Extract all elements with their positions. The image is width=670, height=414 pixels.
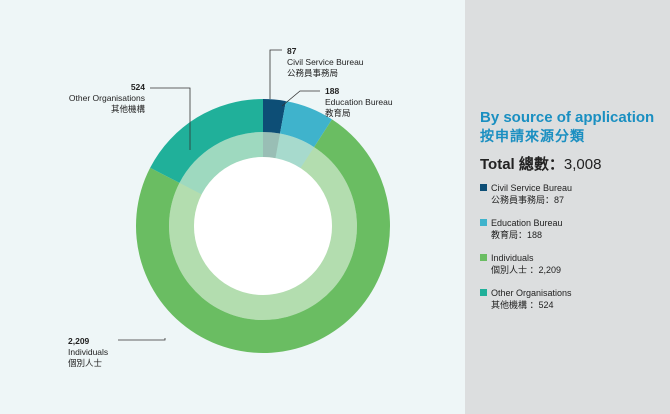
legend-label-en: Other Organisations <box>491 288 572 298</box>
leader-line-other-organisations <box>118 338 166 341</box>
total-line: Total 總數：3,008 <box>480 156 665 174</box>
legend-item-education: Education Bureau 教育局：188 <box>480 217 665 241</box>
chart-title-zh: 按申請來源分類 <box>480 128 585 144</box>
total-value: 3,008 <box>563 156 602 173</box>
callout-value: 524 <box>130 82 145 92</box>
legend-swatch <box>480 184 487 191</box>
callout-label-en: Education Bureau <box>325 97 393 107</box>
legend-swatch <box>480 289 487 296</box>
callout-education: 188 Education Bureau 教育局 <box>325 86 393 119</box>
callout-individuals: 2,209 Individuals 個別人士 <box>68 336 108 369</box>
slice-other-organisations <box>150 99 263 183</box>
legend-label-zh: 個別人士 ：2,209 <box>491 265 562 275</box>
callout-label-zh: 其他機構 <box>110 104 145 114</box>
legend-swatch <box>480 254 487 261</box>
callout-label-en: Other Organisations <box>68 93 145 103</box>
callout-label-zh: 公務員事務局 <box>287 68 339 78</box>
legend-block: By source of application 按申請來源分類 Total 總… <box>480 108 665 322</box>
callout-label-zh: 個別人士 <box>68 358 103 368</box>
callout-other-organisations: 524 Other Organisations 其他機構 <box>40 82 145 115</box>
total-label: Total 總數： <box>480 156 564 173</box>
legend-panel <box>465 0 670 414</box>
slice-inner-individuals <box>169 147 357 320</box>
callout-civil-service: 87 Civil Service Bureau 公務員事務局 <box>287 46 364 79</box>
donut-hole <box>194 157 332 295</box>
legend-item-other-organisations: Other Organisations 其他機構 ：524 <box>480 287 665 311</box>
callout-label-en: Civil Service Bureau <box>287 57 364 67</box>
callout-value: 2,209 <box>68 336 90 346</box>
leader-line-education <box>281 90 320 107</box>
legend-item-civil-service: Civil Service Bureau 公務員事務局：87 <box>480 182 665 206</box>
legend-label-en: Civil Service Bureau <box>491 183 573 193</box>
callout-value: 188 <box>325 86 340 96</box>
donut-chart <box>118 49 390 353</box>
slice-inner-civil-service <box>263 132 280 159</box>
legend-label-en: Education Bureau <box>491 218 563 228</box>
leader-line-individuals <box>150 87 191 150</box>
slice-education <box>279 101 333 148</box>
leader-line-civil-service <box>269 49 282 99</box>
chart-panel: 87 Civil Service Bureau 公務員事務局 188 Educa… <box>0 0 465 414</box>
callout-label-en: Individuals <box>68 347 109 357</box>
legend-label-zh: 公務員事務局：87 <box>491 195 565 205</box>
chart-title: By source of application <box>480 109 655 126</box>
legend-label-zh: 其他機構 ：524 <box>491 300 554 310</box>
slice-inner-education <box>275 133 315 169</box>
legend: Civil Service Bureau 公務員事務局：87 Education… <box>480 182 665 311</box>
legend-label-en: Individuals <box>491 253 534 263</box>
legend-item-individuals: Individuals 個別人士 ：2,209 <box>480 252 665 276</box>
slice-inner-other-organisations <box>179 132 263 195</box>
slice-civil-service <box>263 99 286 134</box>
callout-label-zh: 教育局 <box>325 108 351 118</box>
legend-swatch <box>480 219 487 226</box>
legend-label-zh: 教育局：188 <box>491 230 543 240</box>
callout-value: 87 <box>287 46 297 56</box>
